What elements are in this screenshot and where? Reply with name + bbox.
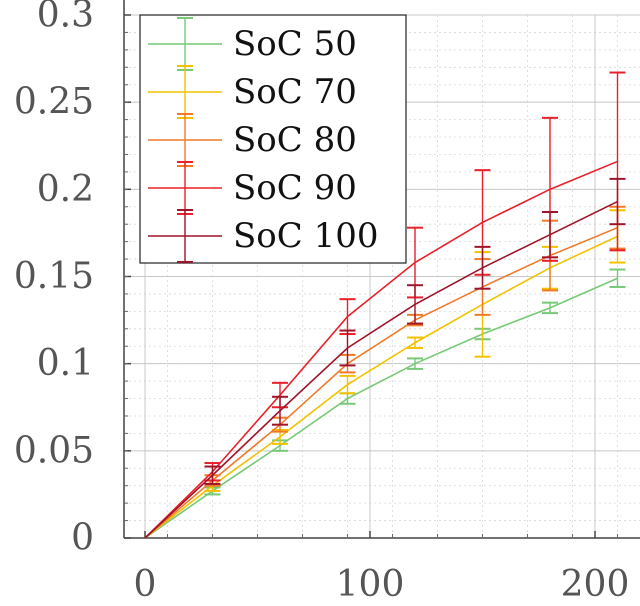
tick-labels: 0 0.05 0.1 0.15 0.2 0.25 0.3 0 100 200 [14, 0, 630, 605]
y-tick-label: 0.3 [37, 0, 94, 36]
y-tick-label: 0.15 [14, 256, 94, 297]
y-tick-label: 0 [71, 518, 94, 559]
legend-entry: SoC 70 [148, 65, 357, 119]
legend-label: SoC 50 [233, 24, 357, 64]
x-tick-label: 0 [134, 564, 157, 605]
x-tick-label: 100 [336, 564, 405, 605]
axes [123, 0, 640, 539]
legend-entry: SoC 80 [148, 113, 357, 167]
series-layer [144, 71, 626, 539]
legend-entry: SoC 100 [148, 209, 378, 263]
y-tick-label: 0.1 [37, 343, 94, 384]
series-line [144, 277, 618, 539]
legend-entry: SoC 50 [148, 17, 357, 71]
y-tick-label: 0.25 [14, 82, 94, 123]
series-line [144, 200, 618, 539]
series-line [144, 235, 618, 539]
x-tick-label: 200 [561, 564, 630, 605]
series-line [144, 226, 618, 539]
legend-label: SoC 80 [233, 120, 357, 160]
legend-label: SoC 100 [233, 216, 378, 256]
series-soc-50 [144, 268, 626, 539]
legend-label: SoC 90 [233, 168, 357, 208]
series-soc-100 [144, 177, 626, 539]
legend: SoC 50 SoC 70 SoC 80 SoC 90 SoC 100 [139, 14, 407, 264]
legend-label: SoC 70 [233, 72, 357, 112]
y-tick-label: 0.2 [37, 169, 94, 210]
series-line [144, 160, 618, 539]
y-tick-label: 0.05 [14, 430, 94, 471]
legend-entry: SoC 90 [148, 161, 357, 215]
